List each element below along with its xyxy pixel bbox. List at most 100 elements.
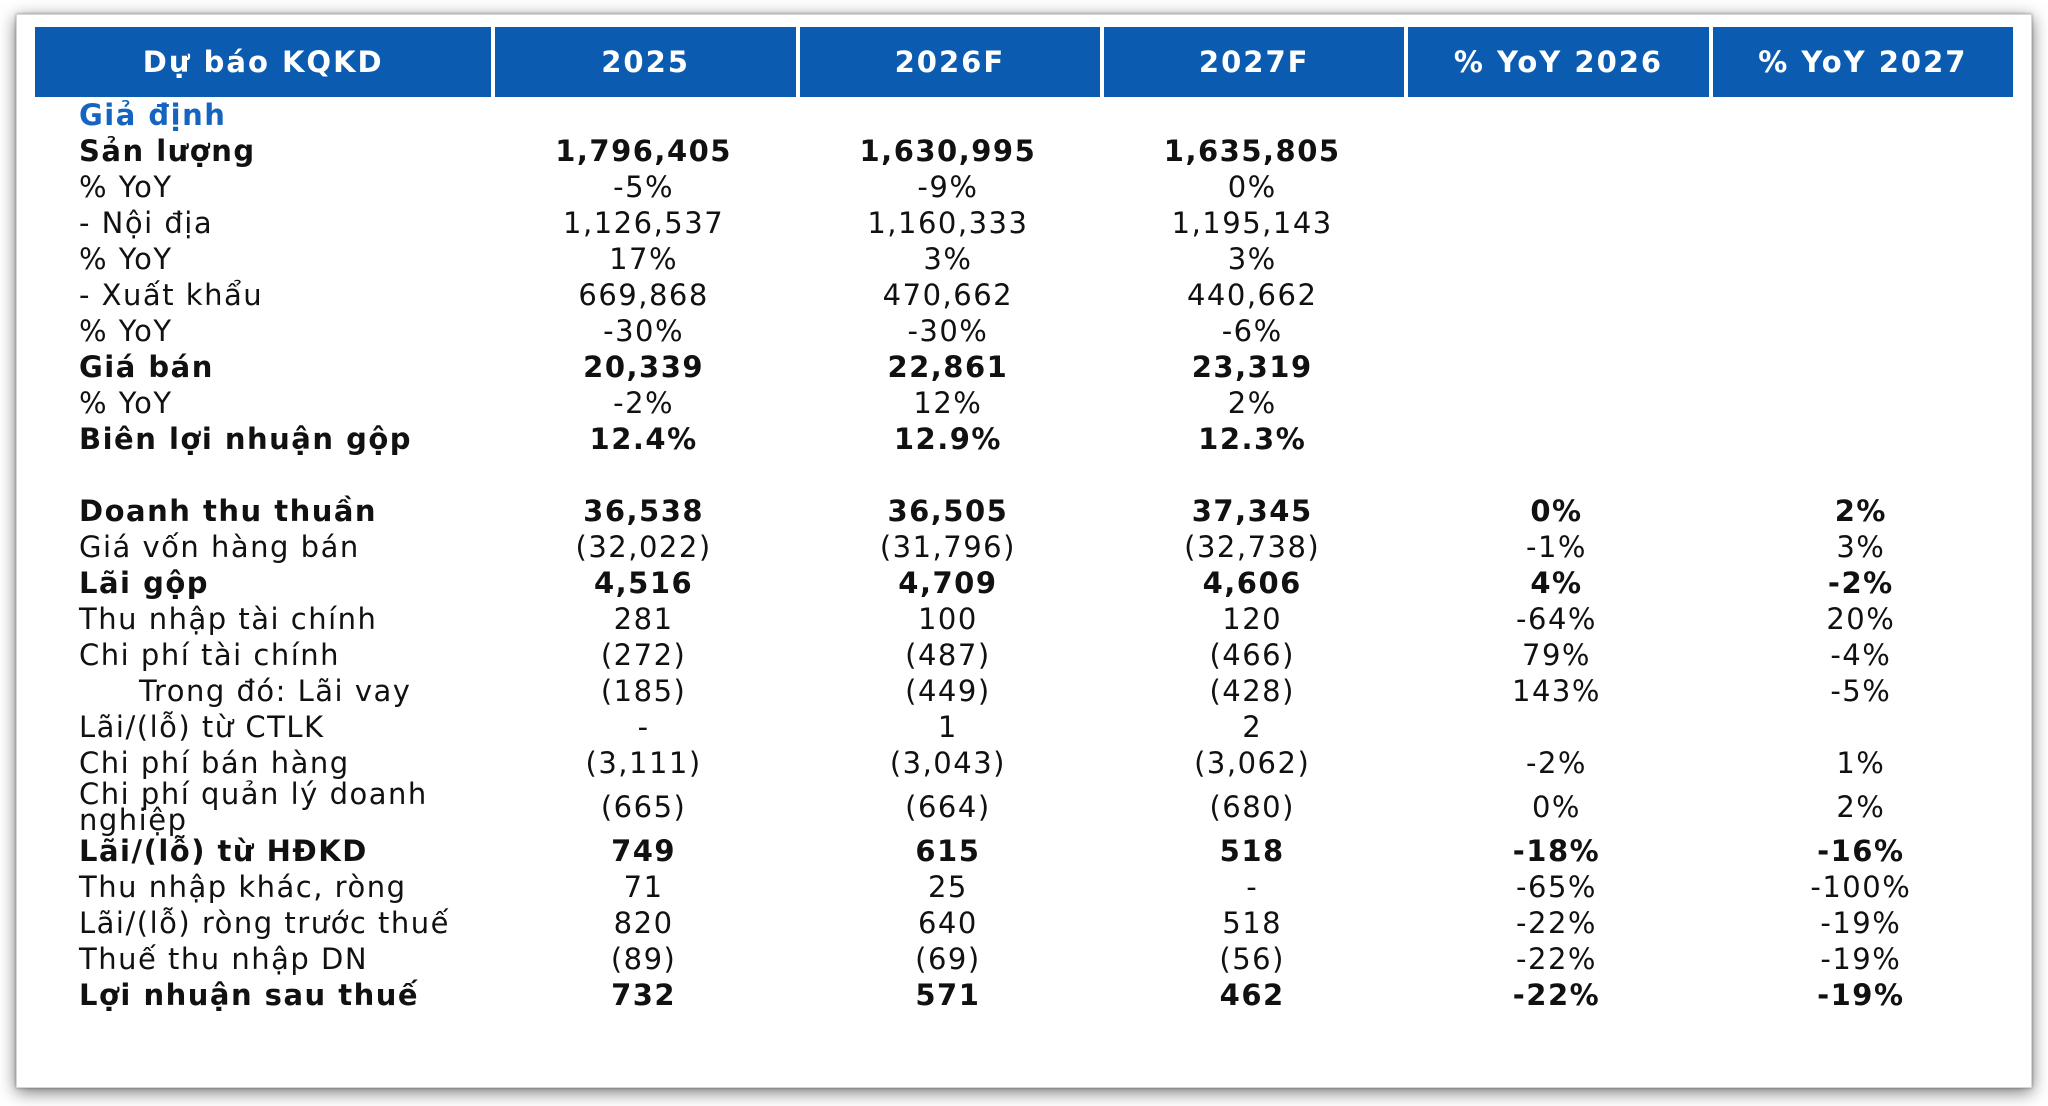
table-cell: 12% [913,386,983,420]
row-label: Giá bán [79,350,214,384]
table-cell [1404,385,1708,421]
row-label: Thuế thu nhập DN [79,942,369,976]
column-header: % YoY 2026 [1404,27,1709,97]
table-cell [1709,457,2013,493]
table-cell [1709,205,2013,241]
table-cell: 4,709 [898,566,998,600]
table-cell: -4% [1830,638,1892,672]
row-label: Chi phí tài chính [79,638,341,672]
table-cell: 4% [1530,566,1583,600]
row-label: Thu nhập tài chính [79,602,378,636]
table-cell: 2% [1834,494,1887,528]
table-cell: (428) [1209,674,1295,708]
table-cell: -16% [1817,834,1905,868]
table-cell: 1,630,995 [859,134,1037,168]
table-cell: (3,043) [889,746,1006,780]
table-cell: 281 [613,602,674,636]
report-frame: Dự báo KQKD 2025 2026F 2027F % YoY 2026 … [16,14,2032,1088]
table-cell: (32,022) [575,530,712,564]
table-cell: (487) [905,638,991,672]
column-header: % YoY 2027 [1708,27,2013,97]
column-header: 2025 [491,27,796,97]
table-cell: 0% [1531,790,1581,824]
table-row: Trong đó: Lãi vay (185) (449) (428) 143% -5% [35,673,2013,709]
table-cell: -6% [1221,314,1283,348]
table-cell: (665) [600,790,687,824]
table-cell: 749 [611,834,677,868]
table-cell: 120 [1222,602,1283,636]
table-cell: (449) [905,674,991,708]
table-cell: 79% [1522,638,1591,672]
table-cell [1404,97,1708,133]
table-cell: 640 [917,906,978,940]
row-label: Lãi/(lỗ) từ CTLK [79,710,325,744]
table-cell: 820 [613,906,674,940]
table-cell: -19% [1820,942,1902,976]
table-cell: 37,345 [1191,494,1313,528]
table-row: Giá vốn hàng bán (32,022) (31,796) (32,738)… [35,529,2013,565]
table-row: Chi phí quản lý doanh nghiệp (665) (664) (6… [35,777,2013,837]
row-label: Thu nhập khác, ròng [79,870,407,904]
table-cell [1709,277,2013,313]
table-row: % YoY -5% -9% 0% [35,169,2013,205]
table-cell: 3% [923,242,973,276]
table-cell: (56) [1219,942,1285,976]
table-cell [1709,385,2013,421]
row-label: Lãi/(lỗ) từ HĐKD [79,834,368,868]
section-label: Giả định [79,98,227,132]
row-label: Doanh thu thuần [79,494,378,528]
table-row: Sản lượng 1,796,405 1,630,995 1,635,805 [35,133,2013,169]
table-cell: 12.9% [893,422,1002,456]
table-cell: (3,062) [1194,746,1311,780]
table-cell: 0% [1227,170,1277,204]
header-row: Dự báo KQKD 2025 2026F 2027F % YoY 2026 … [35,27,2013,97]
table-cell: 2 [1242,710,1263,744]
table-row: - Nội địa 1,126,537 1,160,333 1,195,143 [35,205,2013,241]
table-cell: 732 [611,978,677,1012]
table-cell [796,97,1100,133]
table-cell: 4,516 [593,566,694,600]
table-cell: 669,868 [578,278,709,312]
table-row: Chi phí tài chính (272) (487) (466) 79% -4% [35,637,2013,673]
table-row: Thu nhập tài chính 281 100 120 -64% 20% [35,601,2013,637]
row-label: - Xuất khẩu [79,278,264,312]
table-cell: 100 [917,602,978,636]
table-row: Doanh thu thuần 36,538 36,505 37,345 0% 2% [35,493,2013,529]
table-cell: 3% [1227,242,1277,276]
table-cell: -19% [1817,978,1905,1012]
table-cell: 20% [1826,602,1896,636]
table-cell: (664) [905,790,991,824]
row-label: Lãi/(lỗ) ròng trước thuế [79,906,450,940]
table-cell [1709,97,2013,133]
table-cell: (3,111) [585,746,702,780]
table-cell [1404,169,1708,205]
row-label: Trong đó: Lãi vay [139,674,412,708]
table-cell [1404,205,1708,241]
table-row: Lãi/(lỗ) từ HĐKD 749 615 518 -18% -16% [35,833,2013,869]
table-cell: 20,339 [583,350,705,384]
table-cell: 36,538 [583,494,705,528]
table-cell: -65% [1516,870,1597,904]
table-cell: -2% [613,386,675,420]
table-cell: 1,635,805 [1163,134,1341,168]
row-label: Giá vốn hàng bán [79,530,360,564]
table-cell [1709,241,2013,277]
table-cell: 2% [1836,790,1886,824]
table-row: Lãi/(lỗ) từ CTLK - 1 2 [35,709,2013,745]
table-cell: 12.3% [1198,422,1307,456]
row-label: Chi phí quản lý doanh nghiệp [79,777,428,837]
table-cell: -100% [1810,870,1912,904]
row-label: % YoY [79,242,173,276]
table-cell: 12.4% [589,422,698,456]
table-cell: 1,160,333 [867,206,1029,240]
table-row: Thu nhập khác, ròng 71 25 - -65% -100% [35,869,2013,905]
table-cell: (680) [1209,790,1295,824]
table-cell: 0% [1530,494,1583,528]
table-cell [1404,241,1708,277]
table-row: Lợi nhuận sau thuế 732 571 462 -22% -19% [35,977,2013,1013]
table-cell [1404,277,1708,313]
table-row: Giá bán 20,339 22,861 23,319 [35,349,2013,385]
table-cell [1709,421,2013,457]
table-cell: (185) [600,674,687,708]
table-cell: -64% [1516,602,1597,636]
